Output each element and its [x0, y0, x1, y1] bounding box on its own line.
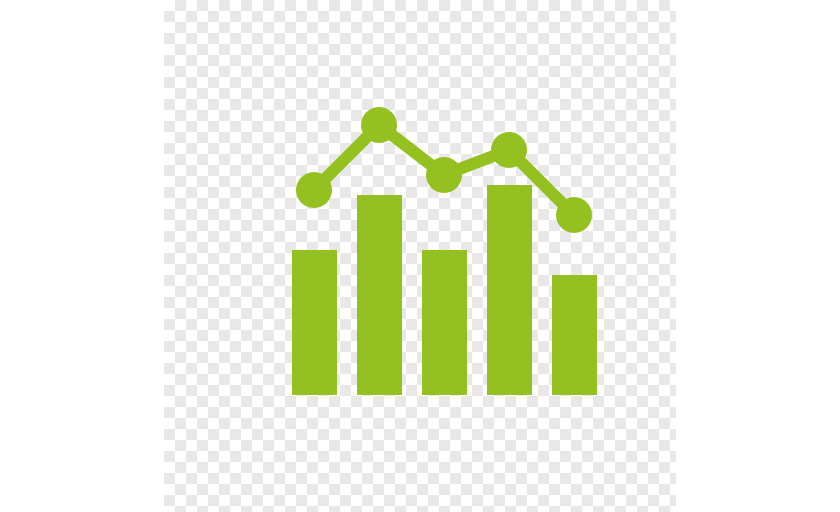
bar-line-chart-icon: [164, 0, 676, 512]
icon-canvas: [164, 0, 676, 512]
